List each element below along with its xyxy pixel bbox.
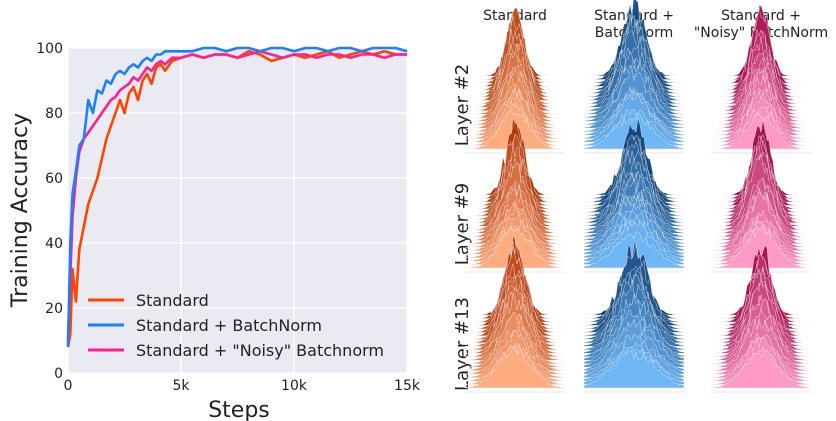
ridgeline-panel <box>464 234 566 393</box>
ridgeline-panel <box>583 241 685 393</box>
ridgeline-panels <box>464 0 812 393</box>
ridgeline-panel <box>710 244 812 393</box>
y-tick-label: 80 <box>45 106 63 122</box>
x-tick-label: 5k <box>172 378 190 394</box>
ridge-curve <box>710 226 812 269</box>
x-axis-title: Steps <box>208 398 270 421</box>
series-line-1 <box>66 46 408 348</box>
row-label: Layer #9 <box>452 183 473 265</box>
series-line-0 <box>66 50 407 348</box>
legend-label: Standard + "Noisy" Batchnorm <box>136 341 384 360</box>
ridgeline-panel <box>710 119 812 273</box>
legend-label: Standard <box>136 291 209 310</box>
ridge-curve <box>710 112 812 150</box>
y-axis-title: Training Accuracy <box>8 113 33 308</box>
ridgeline-panel <box>583 0 685 154</box>
plot-area <box>68 48 407 373</box>
y-tick-label: 60 <box>45 171 63 187</box>
ridge-curve <box>464 346 566 389</box>
x-tick-labels: 0 5k 10k 15k <box>64 378 421 394</box>
training-accuracy-line-chart: 0 20 40 60 80 100 0 5k 10k 15k Training Accuracy… <box>8 41 421 421</box>
legend-label: Standard + BatchNorm <box>136 316 322 335</box>
legend: Standard Standard + BatchNorm Standard + "… <box>88 291 384 360</box>
y-tick-labels: 0 20 40 60 80 100 <box>36 41 63 382</box>
ridgeline-panel <box>710 4 812 154</box>
x-tick-label: 0 <box>64 378 73 394</box>
row-label: Layer #2 <box>452 64 473 146</box>
y-tick-label: 20 <box>45 301 63 317</box>
x-tick-label: 15k <box>394 378 421 394</box>
ridge-curve <box>710 349 812 389</box>
ridgeline-panel <box>583 117 685 273</box>
row-label: Layer #13 <box>452 297 473 391</box>
y-tick-label: 0 <box>54 366 63 382</box>
y-tick-label: 100 <box>36 41 63 57</box>
row-labels: Layer #2 Layer #9 Layer #13 <box>452 64 473 391</box>
y-tick-label: 40 <box>45 236 63 252</box>
x-tick-label: 10k <box>281 378 308 394</box>
series-line-2 <box>66 50 407 341</box>
ridge-curve <box>583 349 685 389</box>
series-lines <box>66 46 408 348</box>
